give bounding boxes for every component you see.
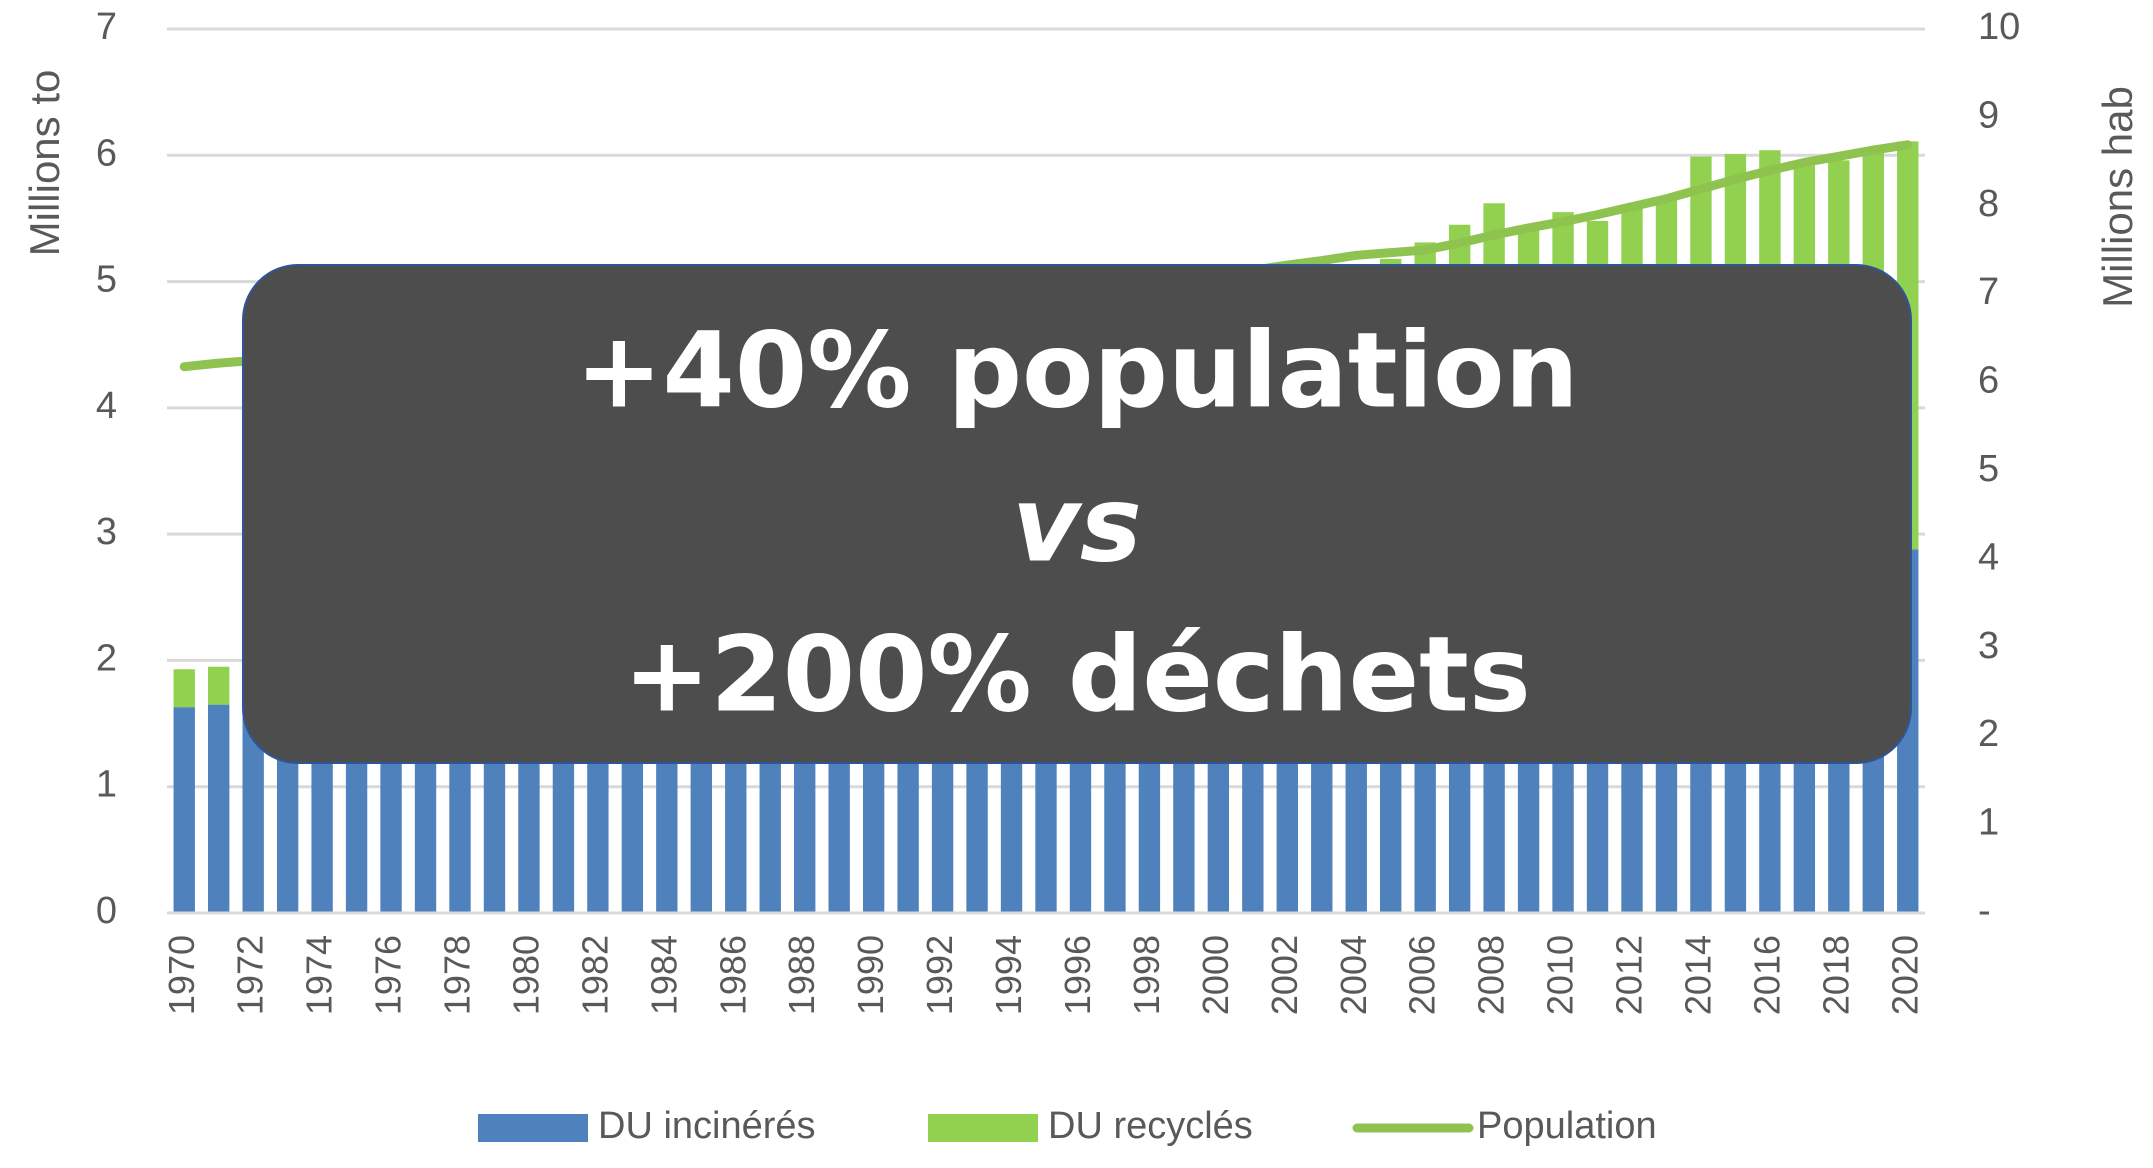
- x-tick-label: 2000: [1195, 935, 1236, 1015]
- x-tick-label: 1974: [299, 935, 340, 1015]
- bar: [208, 666, 230, 705]
- y-tick-label: 2: [96, 637, 117, 679]
- y2-tick-label: 3: [1978, 625, 1999, 667]
- bar: [242, 700, 264, 913]
- x-tick-label: 2002: [1264, 935, 1305, 1015]
- legend-label: DU incinérés: [598, 1105, 816, 1147]
- x-tick-label: 1976: [368, 935, 409, 1015]
- annotation: vs: [1012, 463, 1142, 585]
- x-tick-label: 1978: [437, 935, 478, 1015]
- x-tick-label: 1988: [781, 935, 822, 1015]
- x-tick-label: 2010: [1540, 935, 1581, 1015]
- bar: [173, 707, 195, 913]
- y2-tick-label: 9: [1978, 94, 1999, 136]
- y2-tick-label: 2: [1978, 713, 1999, 755]
- legend-swatch: [478, 1114, 588, 1142]
- y2-tick-label: 10: [1978, 6, 2020, 48]
- legend-label: DU recyclés: [1048, 1105, 1253, 1147]
- x-tick-label: 1982: [574, 935, 615, 1015]
- legend-swatch: [928, 1114, 1038, 1142]
- x-tick-label: 2008: [1471, 935, 1512, 1015]
- y2-tick-label: -: [1978, 890, 1991, 932]
- bar: [173, 669, 195, 708]
- annotation: +200% déchets: [623, 613, 1530, 735]
- y-tick-label: 7: [96, 6, 117, 48]
- x-tick-label: 1998: [1126, 935, 1167, 1015]
- y-tick-label: 3: [96, 511, 117, 553]
- x-tick-label: 1996: [1057, 935, 1098, 1015]
- x-tick-label: 1972: [230, 935, 271, 1015]
- x-tick-label: 2016: [1746, 935, 1787, 1015]
- y2-tick-label: 6: [1978, 360, 1999, 402]
- annotation: +40% population: [575, 309, 1578, 431]
- y-tick-label: 1: [96, 764, 117, 806]
- x-tick-label: 1986: [712, 935, 753, 1015]
- y2-tick-label: 1: [1978, 802, 1999, 844]
- x-tick-label: 1992: [919, 935, 960, 1015]
- y2-tick-label: 7: [1978, 271, 1999, 313]
- x-tick-label: 2004: [1333, 935, 1374, 1015]
- y-tick-label: 0: [96, 890, 117, 932]
- y-tick-label: 6: [96, 132, 117, 174]
- x-tick-label: 1980: [505, 935, 546, 1015]
- y2-tick-label: 5: [1978, 448, 1999, 490]
- x-tick-label: 2006: [1402, 935, 1443, 1015]
- x-tick-label: 1990: [850, 935, 891, 1015]
- y-tick-label: 5: [96, 259, 117, 301]
- x-tick-label: 2012: [1609, 935, 1650, 1015]
- x-tick-label: 2014: [1677, 935, 1718, 1015]
- y2-axis-label: Millions hab: [2094, 86, 2141, 308]
- x-tick-label: 1994: [988, 935, 1029, 1015]
- x-tick-label: 2020: [1884, 935, 1925, 1015]
- x-tick-label: 2018: [1815, 935, 1856, 1015]
- y-tick-label: 4: [96, 385, 117, 427]
- overlay-box: [242, 264, 1912, 764]
- x-tick-label: 1984: [643, 935, 684, 1015]
- x-tick-label: 1970: [161, 935, 202, 1015]
- bar: [208, 704, 230, 913]
- y2-tick-label: 8: [1978, 183, 1999, 225]
- y2-tick-label: 4: [1978, 536, 1999, 578]
- legend-label: Population: [1477, 1105, 1657, 1147]
- y-axis-label: Millions to: [21, 70, 68, 257]
